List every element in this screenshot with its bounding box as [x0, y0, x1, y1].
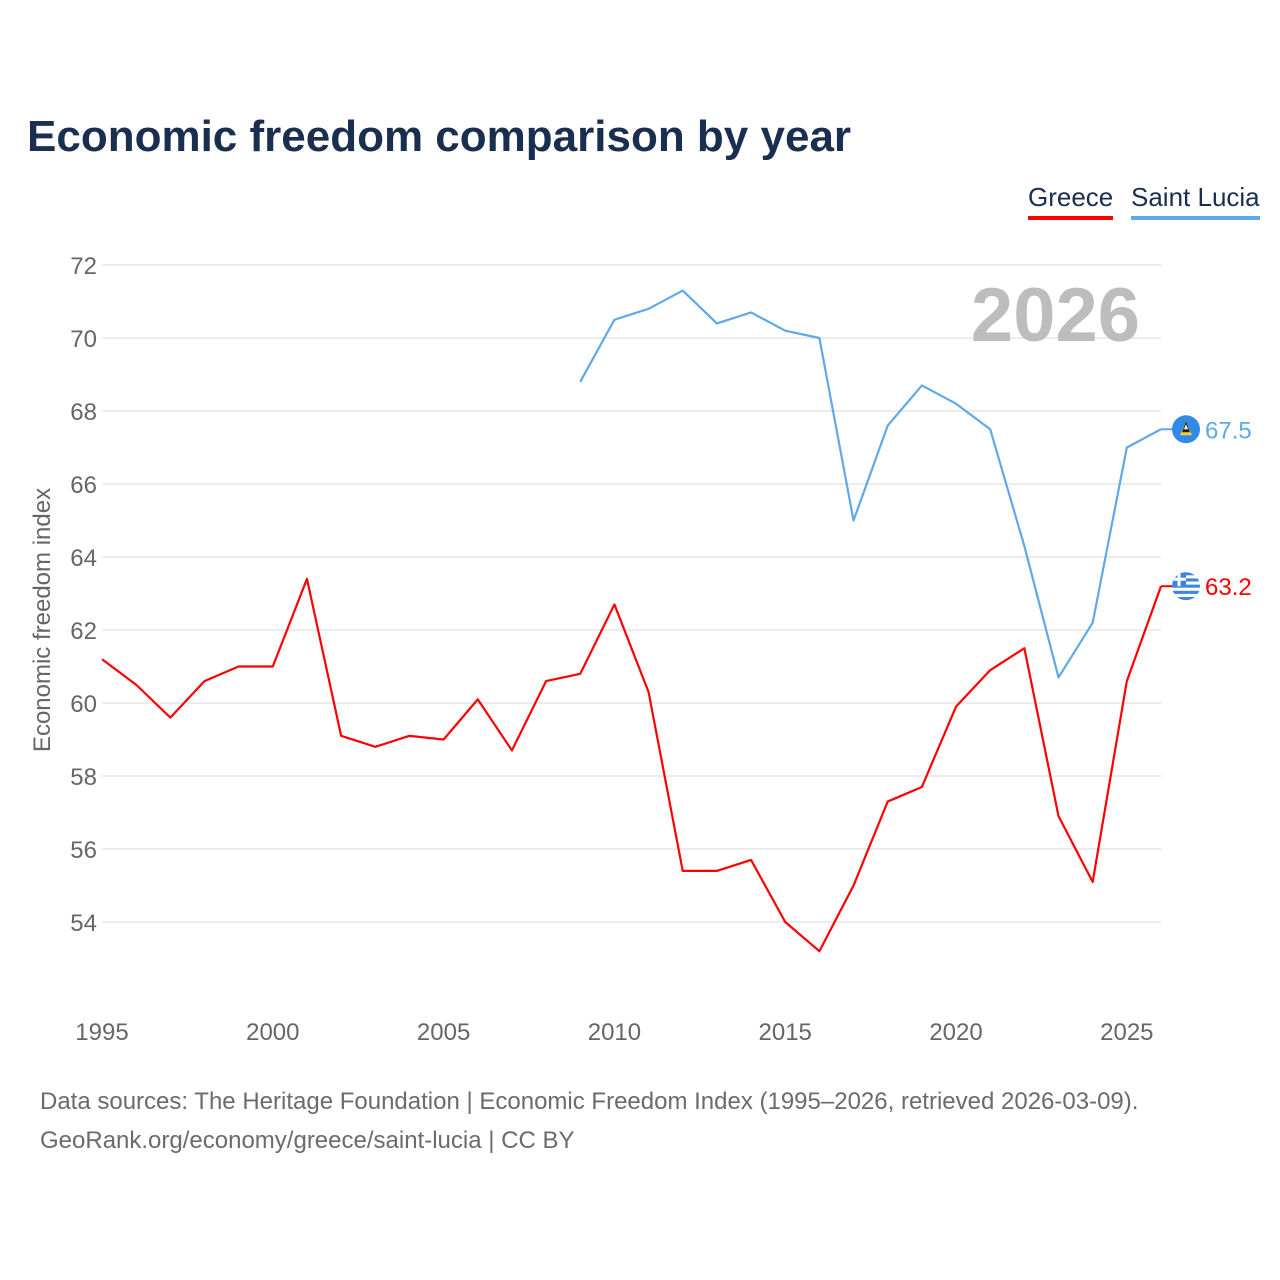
data-point	[1056, 813, 1062, 819]
data-point	[782, 328, 788, 334]
data-point	[1090, 620, 1096, 626]
data-point	[270, 664, 276, 670]
data-point	[851, 883, 857, 889]
data-point	[987, 667, 993, 673]
data-point	[953, 704, 959, 710]
data-point	[406, 733, 412, 739]
greece-flag-icon	[1172, 572, 1200, 601]
x-tick-label: 2015	[759, 1019, 812, 1046]
data-point	[646, 306, 652, 312]
data-point	[1021, 543, 1027, 549]
data-point	[441, 737, 447, 743]
data-point	[714, 868, 720, 874]
data-point	[851, 518, 857, 524]
data-point	[338, 733, 344, 739]
end-value-label: 63.2	[1205, 574, 1252, 601]
data-point	[304, 576, 310, 582]
data-point	[201, 678, 207, 684]
x-tick-label: 2020	[929, 1019, 982, 1046]
license-link[interactable]: GeoRank.org/economy/greece/saint-lucia |…	[40, 1127, 575, 1154]
data-point	[714, 320, 720, 326]
y-tick-label: 54	[70, 910, 97, 937]
data-point	[1021, 645, 1027, 651]
x-tick-label: 1995	[75, 1019, 128, 1046]
data-point	[987, 426, 993, 432]
data-point	[372, 744, 378, 750]
y-tick-label: 62	[70, 618, 97, 645]
data-point	[475, 696, 481, 702]
data-point	[577, 379, 583, 385]
data-point	[680, 868, 686, 874]
data-point	[885, 799, 891, 805]
data-point	[509, 747, 515, 753]
data-point	[99, 656, 105, 662]
x-tick-label: 2000	[246, 1019, 299, 1046]
data-point	[816, 335, 822, 341]
data-point	[543, 678, 549, 684]
series-line-greece	[101, 577, 1163, 953]
data-point	[680, 288, 686, 294]
x-tick-label: 2010	[588, 1019, 641, 1046]
y-tick-label: 66	[70, 472, 97, 499]
x-tick-label: 2025	[1100, 1019, 1153, 1046]
data-point	[919, 382, 925, 388]
y-tick-label: 58	[70, 764, 97, 791]
data-point	[611, 601, 617, 607]
year-watermark: 2026	[971, 273, 1140, 358]
data-point	[167, 715, 173, 721]
saint-lucia-flag-icon	[1172, 415, 1200, 444]
data-point	[748, 309, 754, 315]
y-tick-label: 56	[70, 837, 97, 864]
data-point	[577, 671, 583, 677]
data-point	[782, 919, 788, 925]
legend-saint-lucia[interactable]: Saint Lucia	[1131, 182, 1260, 220]
data-point	[236, 664, 242, 670]
data-point	[611, 317, 617, 323]
end-value-label: 67.5	[1205, 417, 1252, 444]
data-point	[1124, 678, 1130, 684]
data-point	[133, 682, 139, 688]
y-tick-label: 68	[70, 399, 97, 426]
data-sources: Data sources: The Heritage Foundation | …	[40, 1088, 1139, 1115]
y-axis-label: Economic freedom index	[29, 488, 56, 752]
y-tick-label: 72	[70, 253, 97, 280]
data-point	[646, 689, 652, 695]
data-point	[919, 784, 925, 790]
x-tick-label: 2005	[417, 1019, 470, 1046]
y-tick-label: 64	[70, 545, 97, 572]
y-tick-label: 60	[70, 691, 97, 718]
series-line-saint-lucia	[579, 289, 1162, 679]
line-chart: 54 56 58 60 62 64 66 68 70 72 1995 2000 2005 2010 2015…	[29, 253, 1252, 1046]
data-point	[1090, 879, 1096, 885]
data-point	[885, 423, 891, 429]
data-point	[748, 857, 754, 863]
data-point	[816, 948, 822, 954]
chart-title: Economic freedom comparison by year	[27, 112, 852, 161]
y-tick-label: 70	[70, 326, 97, 353]
legend-greece[interactable]: Greece	[1028, 182, 1114, 220]
data-point	[1056, 674, 1062, 680]
data-point	[953, 401, 959, 407]
data-point	[1124, 445, 1130, 451]
